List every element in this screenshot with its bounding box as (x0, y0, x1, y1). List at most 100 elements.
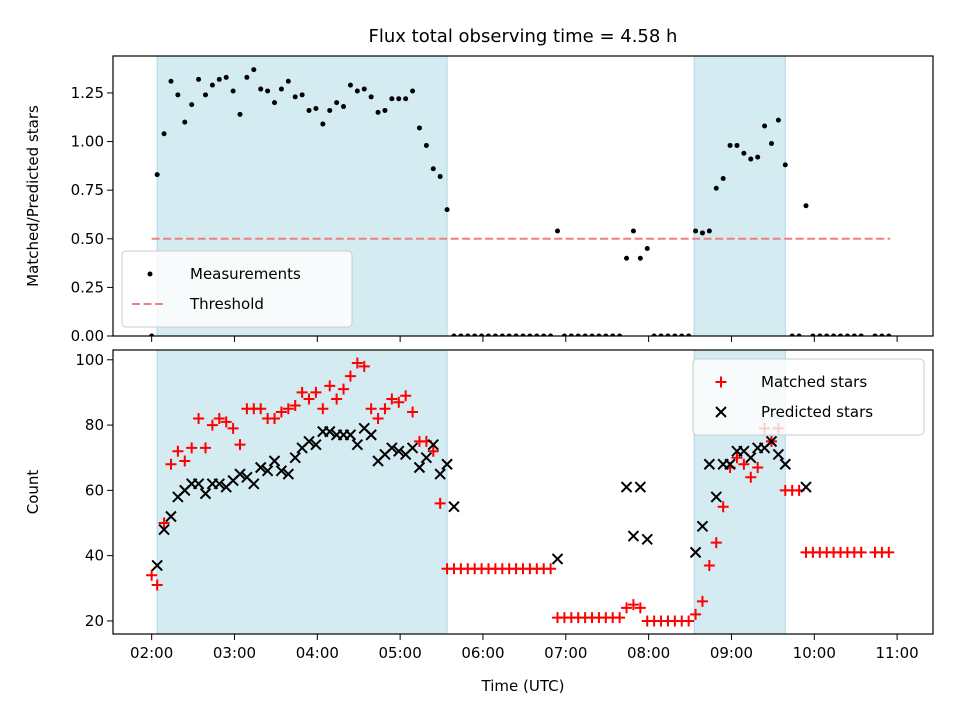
data-point (696, 520, 709, 532)
data-point (175, 92, 181, 98)
data-point (748, 156, 754, 162)
data-point (382, 107, 388, 113)
data-point (621, 602, 633, 614)
data-point (665, 333, 671, 336)
data-point (275, 465, 288, 477)
data-point (303, 393, 315, 405)
data-point (810, 333, 816, 336)
data-point (313, 106, 319, 111)
plot-area-2 (146, 350, 895, 634)
panel-1: 0.00 0.25 0.50 0.75 1.00 1.25 Matched/Predicte… (24, 55, 934, 345)
data-point (658, 333, 664, 336)
data-point (410, 88, 416, 94)
x-tick-label: 02:00 (130, 644, 173, 662)
legend-swatch (147, 271, 153, 277)
data-point (354, 88, 360, 94)
data-point (624, 255, 630, 261)
data-point (351, 357, 363, 369)
data-point (541, 333, 547, 336)
data-point (738, 458, 750, 470)
data-point (545, 563, 557, 575)
x-tick-label: 08:00 (627, 644, 670, 662)
data-point (275, 406, 287, 418)
axes-frame-2 (112, 349, 934, 635)
data-point (844, 333, 850, 336)
data-point (779, 458, 791, 470)
data-point (872, 333, 878, 336)
data-point (234, 439, 246, 451)
data-point (427, 438, 439, 451)
legend-label: Matched stars (761, 373, 867, 391)
data-point (151, 579, 163, 591)
data-point (703, 458, 716, 470)
data-point (765, 435, 778, 448)
legend-label: Measurements (190, 265, 301, 283)
data-point (731, 452, 743, 464)
data-point (589, 333, 595, 336)
data-point (582, 333, 588, 336)
data-point (161, 131, 167, 137)
data-point (149, 333, 155, 336)
data-point (213, 413, 225, 425)
y-tick-label: 100 (75, 351, 104, 369)
data-point (413, 461, 426, 474)
data-point (755, 154, 761, 160)
data-point (389, 96, 395, 102)
data-point (727, 142, 733, 148)
data-point (886, 333, 892, 336)
data-point (182, 119, 188, 125)
data-point (306, 107, 312, 113)
data-point (485, 333, 491, 336)
y-tick-label: 0.00 (71, 327, 104, 345)
data-point (686, 333, 692, 336)
data-point (745, 452, 757, 464)
data-point (165, 458, 177, 470)
x-tick-label: 10:00 (793, 644, 836, 662)
data-point (268, 455, 281, 467)
data-point (192, 478, 205, 490)
data-point (154, 172, 160, 178)
x-axis-label: Time (UTC) (481, 677, 565, 695)
data-point (365, 429, 377, 441)
data-point (734, 142, 740, 148)
data-point (334, 100, 340, 106)
axes-frame-1 (112, 55, 934, 337)
data-point (689, 546, 702, 559)
data-point (351, 438, 364, 451)
data-point (472, 333, 478, 336)
data-point (379, 403, 391, 415)
data-point (851, 333, 857, 336)
data-point (361, 86, 367, 92)
data-point (434, 468, 446, 480)
data-point (216, 76, 222, 82)
data-point (762, 123, 768, 129)
data-point (506, 333, 512, 336)
data-point (393, 396, 405, 408)
data-point (299, 92, 305, 98)
y-tick-label: 0.50 (71, 230, 104, 248)
data-point (317, 403, 329, 415)
y-tick-label: 20 (85, 612, 104, 630)
observing-interval-2 (693, 56, 786, 336)
data-point (272, 100, 278, 106)
data-point (202, 92, 208, 98)
data-point (269, 413, 281, 425)
data-point (717, 501, 729, 513)
series-x-markers (151, 422, 812, 572)
data-point (282, 403, 294, 415)
data-point (189, 102, 195, 108)
data-point (255, 403, 267, 415)
data-point (448, 500, 460, 513)
data-point (568, 333, 574, 336)
data-point (437, 174, 443, 180)
data-point (400, 390, 412, 402)
data-point (499, 333, 505, 336)
data-point (251, 67, 257, 73)
data-point (324, 380, 336, 392)
data-point (358, 360, 370, 372)
data-point (824, 333, 830, 336)
data-point (213, 478, 226, 490)
data-point (341, 104, 347, 110)
data-point (223, 74, 229, 80)
